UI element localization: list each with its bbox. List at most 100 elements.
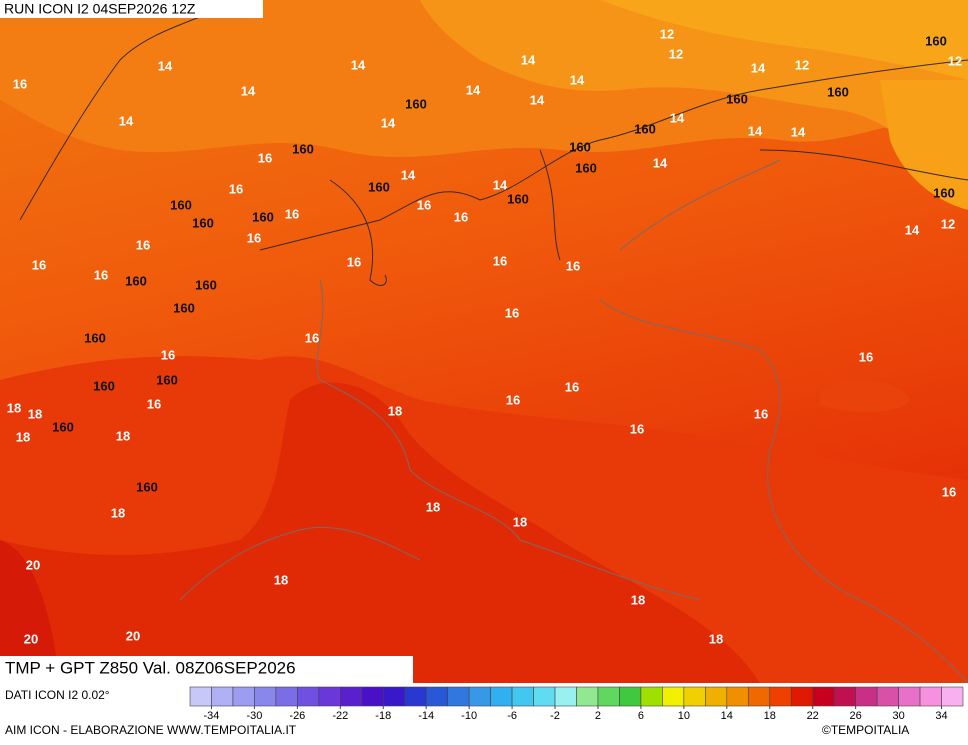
- contour-label: 12: [669, 46, 683, 61]
- contour-label: 18: [513, 514, 527, 529]
- contour-label: 16: [147, 396, 161, 411]
- color-box: [941, 686, 964, 707]
- color-box: [747, 686, 771, 707]
- contour-label: 16: [94, 267, 108, 282]
- contour-label: 16: [305, 330, 319, 345]
- contour-label: 160: [726, 91, 748, 106]
- contour-label: 16: [285, 206, 299, 221]
- contour-label: 16: [161, 347, 175, 362]
- contour-label: 160: [575, 160, 597, 175]
- contour-label: 16: [754, 406, 768, 421]
- contour-label: 14: [748, 123, 763, 138]
- color-box: [490, 686, 513, 707]
- tick-label: 6: [638, 710, 644, 722]
- color-box: [425, 686, 448, 707]
- contour-label: 160: [156, 372, 178, 387]
- tick-label: -6: [507, 710, 517, 722]
- color-box: [812, 686, 835, 707]
- color-box: [211, 686, 234, 707]
- contour-label: 14: [158, 58, 173, 73]
- color-box: [382, 686, 406, 707]
- contour-label: 14: [401, 167, 416, 182]
- contour-label: 16: [229, 181, 243, 196]
- contour-label: 14: [521, 52, 536, 67]
- contour-label: 160: [52, 419, 74, 434]
- color-box: [554, 686, 577, 707]
- contour-label: 160: [125, 273, 147, 288]
- contour-label: 160: [173, 300, 195, 315]
- contour-label: 16: [566, 258, 580, 273]
- contour-label: 18: [426, 499, 440, 514]
- contour-label: 16: [859, 349, 873, 364]
- contour-label: 16: [32, 257, 46, 272]
- tick-label: 2: [595, 710, 601, 722]
- color-box: [597, 686, 620, 707]
- tick-label: -26: [289, 710, 305, 722]
- contour-label: 16: [493, 253, 507, 268]
- header-box: [0, 0, 263, 18]
- contour-label: 14: [530, 92, 545, 107]
- tick-label: -2: [550, 710, 560, 722]
- contour-label: 20: [24, 631, 38, 646]
- run-label: RUN ICON I2 04SEP2026 12Z: [4, 1, 196, 17]
- contour-label: 16: [565, 379, 579, 394]
- color-box: [769, 686, 792, 707]
- contour-label: 20: [126, 628, 140, 643]
- contour-label: 14: [670, 110, 685, 125]
- contour-label: 14: [905, 222, 920, 237]
- contour-label: 16: [258, 150, 272, 165]
- color-box: [297, 686, 320, 707]
- tick-label: -22: [332, 710, 348, 722]
- tick-label: -14: [418, 710, 434, 722]
- contour-label: 20: [26, 557, 40, 572]
- color-box: [619, 686, 642, 707]
- contour-label: 16: [13, 76, 27, 91]
- contour-label: 14: [351, 57, 366, 72]
- contour-label: 160: [136, 479, 158, 494]
- color-box: [468, 686, 491, 707]
- color-box: [898, 686, 921, 707]
- tick-label: 18: [764, 710, 776, 722]
- contour-label: 160: [93, 378, 115, 393]
- color-box: [318, 686, 341, 707]
- contour-label: 14: [791, 124, 806, 139]
- contour-label: 18: [28, 406, 42, 421]
- tick-label: 30: [892, 710, 904, 722]
- tick-label: 34: [935, 710, 947, 722]
- contour-label: 18: [274, 572, 288, 587]
- colorbar: -34 -30 -26 -22 -18 -14 -10 -6 -2 2 6 10 14 18 22 26 30 3…: [189, 686, 964, 722]
- color-box: [340, 686, 363, 707]
- color-box: [404, 686, 427, 707]
- color-box: [361, 686, 384, 707]
- contour-label: 18: [116, 428, 130, 443]
- contour-label: 160: [827, 84, 849, 99]
- contour-label: 160: [252, 209, 274, 224]
- contour-label: 160: [933, 185, 955, 200]
- color-box: [511, 686, 534, 707]
- map-title: TMP + GPT Z850 Val. 08Z06SEP2026: [5, 658, 296, 677]
- source-label: DATI ICON I2 0.02°: [5, 688, 110, 702]
- contour-label: 18: [709, 631, 723, 646]
- contour-label: 16: [247, 230, 261, 245]
- color-box: [662, 686, 685, 707]
- color-box: [855, 686, 878, 707]
- contour-label: 14: [381, 115, 396, 130]
- contour-label: 14: [119, 113, 134, 128]
- color-box: [576, 686, 599, 707]
- color-box: [726, 686, 749, 707]
- contour-label: 12: [941, 216, 955, 231]
- credit-label: AIM ICON - ELABORAZIONE WWW.TEMPOITALIA.…: [5, 723, 297, 737]
- contour-label: 160: [195, 277, 217, 292]
- map-background: [0, 0, 968, 683]
- contour-label: 160: [368, 179, 390, 194]
- contour-label: 12: [795, 57, 809, 72]
- color-box: [447, 686, 470, 707]
- color-box: [275, 686, 298, 707]
- color-box: [833, 686, 856, 707]
- copyright-label: ©TEMPOITALIA: [822, 723, 909, 737]
- color-box: [790, 686, 813, 707]
- contour-label: 12: [948, 53, 962, 68]
- contour-label: 14: [466, 82, 481, 97]
